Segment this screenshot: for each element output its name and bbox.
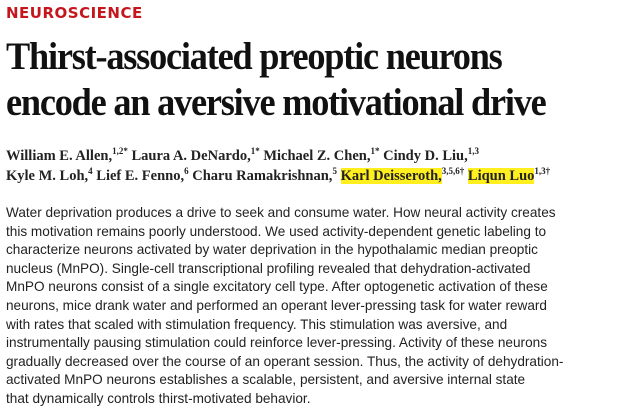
author-name: Kyle M. Loh, <box>6 168 89 184</box>
abstract-line: with rates that scaled with stimulation … <box>6 316 508 332</box>
title-line: Thirst-associated preoptic neurons <box>6 35 503 78</box>
author-name: Laura A. DeNardo, <box>131 148 251 164</box>
author-affiliation: 1,2* <box>112 146 128 157</box>
abstract-line: Water deprivation produces a drive to se… <box>6 205 556 220</box>
abstract-line: neurons, mice drank water and performed … <box>6 297 547 313</box>
abstract-line: instrumentally pausing stimulation could… <box>6 335 547 351</box>
author-line: William E. Allen,1,2* Laura A. DeNardo,1… <box>6 146 550 166</box>
author-name: Karl Deisseroth, <box>340 168 442 184</box>
author-affiliation: 1* <box>250 146 260 157</box>
author-affiliation: 1,3 <box>467 146 479 157</box>
author-affiliation: 1* <box>370 146 380 157</box>
abstract-line: nucleus (MnPO). Single-cell transcriptio… <box>6 260 531 276</box>
abstract: Water deprivation produces a drive to se… <box>6 204 563 409</box>
author-affiliation: 6 <box>184 166 189 177</box>
abstract-line: this motivation remains poorly understoo… <box>6 223 547 239</box>
paper-title: Thirst-associated preoptic neurons encod… <box>6 34 547 126</box>
author-affiliation: 5 <box>332 166 337 177</box>
title-line: encode an aversive motivational drive <box>6 81 547 124</box>
author-affiliation: 4 <box>88 166 93 177</box>
author-name: William E. Allen, <box>6 148 113 164</box>
author-name: Cindy D. Liu, <box>383 148 468 164</box>
author-affiliation: 3,5,6† <box>441 166 465 177</box>
author-name: Liqun Luo <box>467 168 535 184</box>
author-name: Charu Ramakrishnan, <box>192 168 333 184</box>
section-label: NEUROSCIENCE <box>6 4 143 22</box>
abstract-line: MnPO neurons consist of a single excitat… <box>6 279 548 295</box>
abstract-line: activated MnPO neurons establishes a sca… <box>6 372 526 388</box>
author-name: Lief E. Fenno, <box>96 168 185 184</box>
abstract-line: that dynamically controls thirst-motivat… <box>6 390 311 406</box>
author-line: Kyle M. Loh,4 Lief E. Fenno,6 Charu Rama… <box>6 166 550 186</box>
abstract-line: characterize neurons activated by water … <box>6 242 538 258</box>
abstract-line: gradually decreased over the course of a… <box>6 353 564 369</box>
author-name: Michael Z. Chen, <box>263 148 371 164</box>
author-affiliation: 1,3† <box>534 166 551 177</box>
author-list: William E. Allen,1,2* Laura A. DeNardo,1… <box>6 146 550 186</box>
